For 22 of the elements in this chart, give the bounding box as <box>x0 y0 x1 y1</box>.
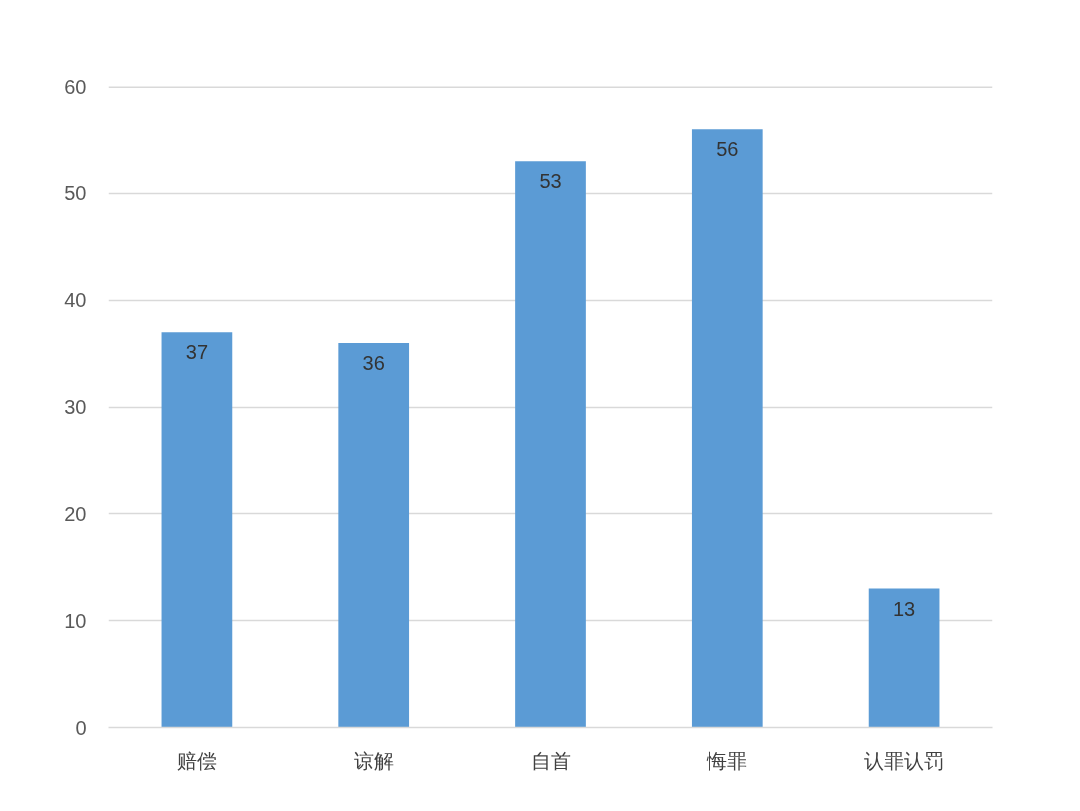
data-label: 56 <box>716 138 739 161</box>
bar <box>515 161 586 728</box>
y-tick-label: 0 <box>75 716 87 739</box>
y-tick-label: 30 <box>64 396 87 418</box>
x-tick-label: 赔偿 <box>176 749 217 772</box>
x-tick-label: 自首 <box>530 749 571 772</box>
data-label: 37 <box>185 341 209 364</box>
data-label: 53 <box>539 170 562 193</box>
data-label: 36 <box>362 351 385 374</box>
bar <box>338 342 410 728</box>
y-tick-label: 40 <box>64 289 87 312</box>
y-tick-label: 20 <box>64 502 87 525</box>
y-tick-label: 60 <box>64 75 87 98</box>
x-tick-label: 谅解 <box>353 749 394 772</box>
y-tick-label: 10 <box>64 609 87 632</box>
bar <box>868 588 940 728</box>
bar <box>161 332 233 728</box>
y-tick-label: 50 <box>64 182 87 205</box>
bar <box>691 129 763 728</box>
x-tick-label: 认罪认罚 <box>864 749 945 772</box>
x-tick-label: 悔罪 <box>706 749 748 772</box>
data-label: 13 <box>892 597 916 620</box>
